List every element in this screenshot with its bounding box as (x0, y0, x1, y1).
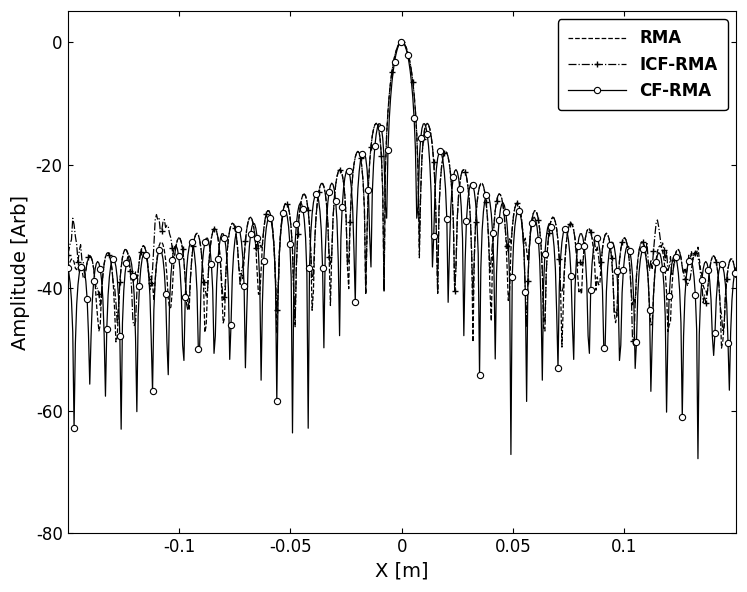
RMA (158, 241, 167, 248)
X-axis label: X [m]: X [m] (375, 562, 429, 581)
CF-RMA (158, 256, 167, 263)
Y-axis label: Amplitude [Arb]: Amplitude [Arb] (11, 195, 30, 350)
RMA (731, 274, 740, 281)
CF-RMA (76, 263, 85, 270)
CF-RMA (611, 252, 620, 259)
RMA (397, 38, 406, 46)
ICF-RMA (397, 38, 406, 46)
RMA (63, 265, 72, 272)
Line: RMA: RMA (67, 42, 736, 348)
CF-RMA (285, 240, 294, 247)
ICF-RMA (158, 218, 167, 225)
CF-RMA (357, 150, 366, 157)
CF-RMA (661, 313, 670, 320)
CF-RMA (63, 265, 72, 272)
RMA (717, 345, 726, 352)
Line: CF-RMA: CF-RMA (64, 39, 739, 462)
CF-RMA (693, 455, 702, 462)
RMA (357, 163, 366, 170)
ICF-RMA (731, 274, 740, 281)
ICF-RMA (357, 163, 366, 170)
RMA (285, 212, 294, 219)
RMA (611, 319, 620, 326)
CF-RMA (731, 265, 740, 272)
Line: ICF-RMA: ICF-RMA (64, 38, 740, 349)
ICF-RMA (611, 308, 620, 316)
RMA (76, 261, 85, 268)
Legend: RMA, ICF-RMA, CF-RMA: RMA, ICF-RMA, CF-RMA (558, 20, 728, 110)
CF-RMA (397, 38, 406, 46)
RMA (661, 269, 670, 276)
ICF-RMA (285, 212, 294, 219)
ICF-RMA (76, 241, 85, 248)
ICF-RMA (630, 342, 639, 349)
ICF-RMA (63, 251, 72, 258)
ICF-RMA (662, 247, 671, 254)
